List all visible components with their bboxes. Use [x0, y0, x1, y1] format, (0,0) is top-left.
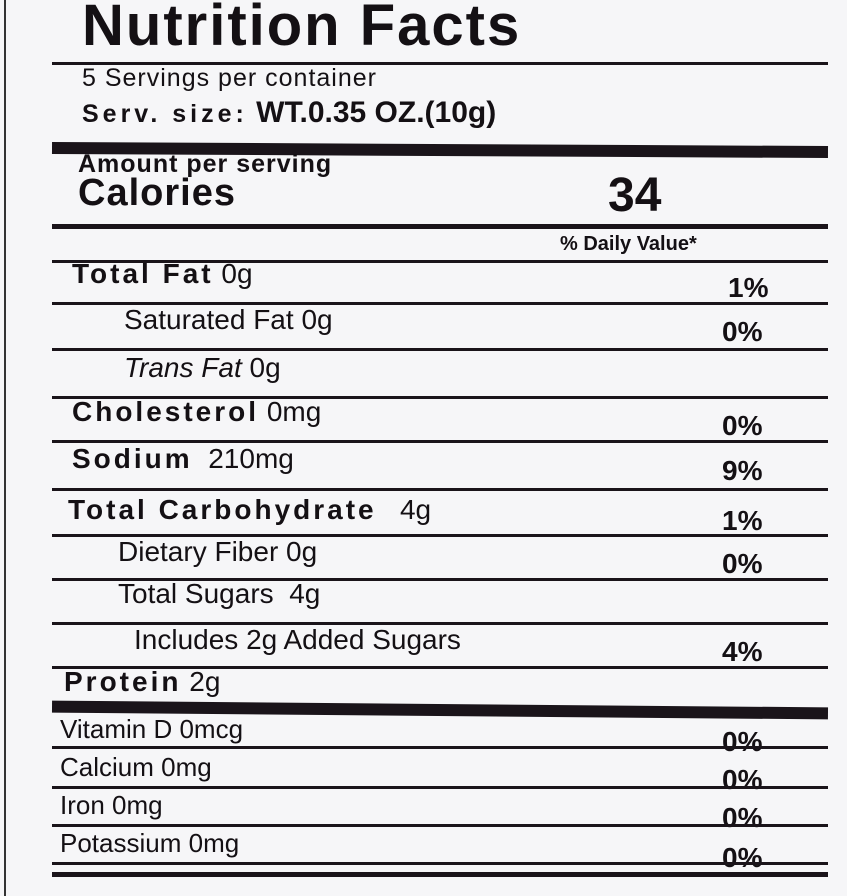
divider	[52, 622, 828, 625]
nutrient-added-sugars: Includes 2g Added Sugars	[134, 624, 461, 655]
potassium: Potassium 0mg	[60, 828, 240, 858]
divider	[52, 62, 828, 65]
dv-added-sugars: 4%	[722, 636, 763, 667]
divider	[52, 488, 828, 491]
divider	[52, 302, 828, 305]
divider	[52, 440, 828, 443]
dv-cholesterol: 0%	[722, 410, 763, 441]
nutrient-total-carbohydrate: Total Carbohydrate 4g	[68, 494, 432, 525]
nutrient-protein: Protein 2g	[64, 666, 221, 697]
nutrient-dietary-fiber: Dietary Fiber 0g	[118, 536, 318, 567]
nutrient-saturated-fat: Saturated Fat 0g	[124, 304, 333, 335]
dv-total-fat: 1%	[728, 272, 769, 303]
divider	[52, 260, 828, 263]
dv-sodium: 9%	[722, 455, 763, 486]
calcium: Calcium 0mg	[60, 752, 212, 782]
divider	[52, 824, 828, 827]
daily-value-header: % Daily Value*	[560, 233, 697, 255]
nutrient-trans-fat: Trans Fat 0g	[124, 352, 281, 383]
divider	[52, 534, 828, 537]
dv-iron: 0%	[722, 802, 763, 833]
label-title: Nutrition Facts	[82, 0, 522, 58]
divider	[52, 746, 828, 749]
servings-per-container: 5 Servings per container	[82, 64, 377, 92]
divider	[52, 666, 828, 669]
divider	[52, 786, 828, 789]
label-border	[4, 0, 847, 896]
divider	[52, 862, 828, 865]
divider	[52, 872, 828, 877]
dv-dietary-fiber: 0%	[722, 548, 763, 579]
dv-total-carbohydrate: 1%	[722, 505, 763, 536]
divider	[52, 578, 828, 581]
calories-value: 34	[608, 169, 662, 222]
dv-saturated-fat: 0%	[722, 316, 763, 347]
nutrient-total-sugars: Total Sugars 4g	[118, 578, 321, 609]
serving-size: Serv. size: WT.0.35 OZ.(10g)	[82, 96, 496, 130]
calories-label: Calories	[78, 172, 236, 214]
serving-size-label: Serv. size:	[82, 100, 248, 128]
nutrient-cholesterol: Cholesterol 0mg	[72, 396, 322, 427]
divider	[52, 396, 828, 399]
nutrient-total-fat: Total Fat 0g	[72, 258, 253, 289]
vitamin-d: Vitamin D 0mcg	[60, 714, 244, 744]
dv-potassium: 0%	[722, 842, 763, 873]
amount-per-serving: Amount per serving	[78, 150, 333, 178]
dv-vitamin-d: 0%	[722, 726, 763, 757]
dv-calcium: 0%	[722, 764, 763, 795]
nutrient-sodium: Sodium 210mg	[72, 443, 294, 474]
serving-size-value: WT.0.35 OZ.(10g)	[256, 96, 497, 129]
iron: Iron 0mg	[60, 790, 163, 820]
divider	[52, 224, 828, 229]
divider	[52, 348, 828, 351]
